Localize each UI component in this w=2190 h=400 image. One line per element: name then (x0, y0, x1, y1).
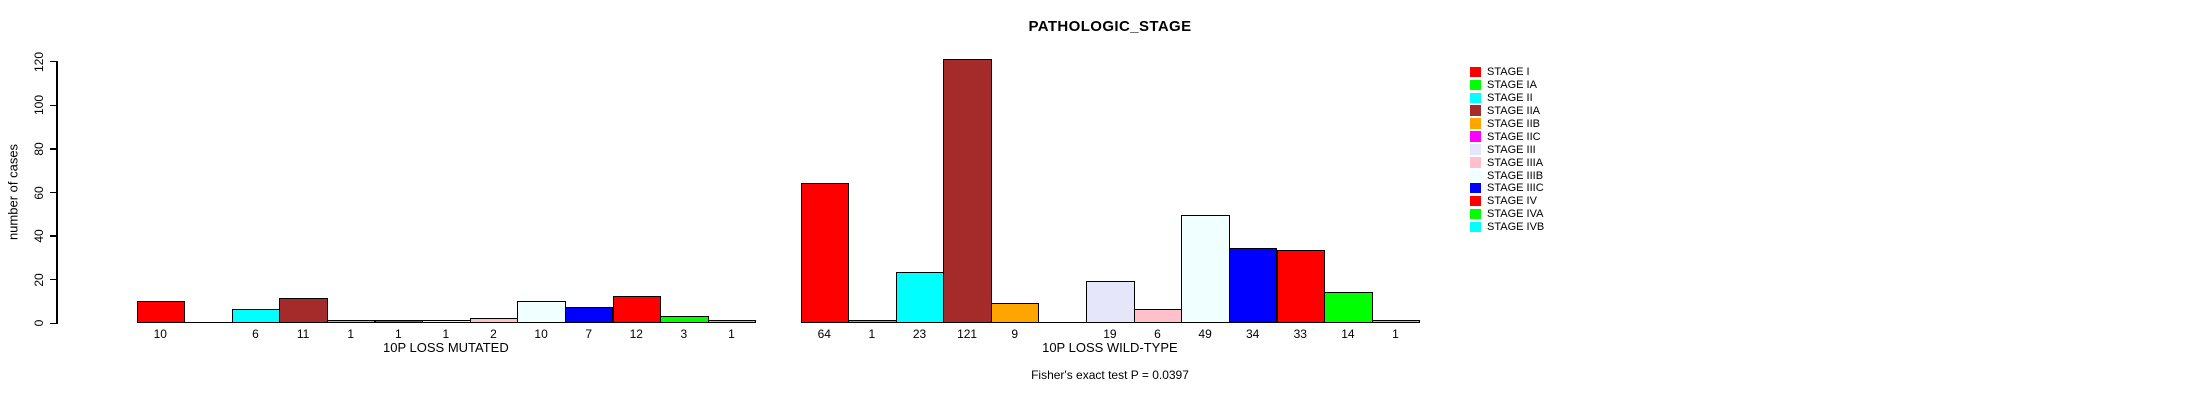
legend-swatch (1470, 221, 1481, 233)
bar (326, 320, 376, 324)
legend-swatch (1470, 66, 1481, 78)
y-tick-label: 0 (32, 319, 46, 327)
bar-value-label: 64 (817, 327, 831, 341)
legend-swatch (1470, 92, 1481, 104)
bar (1228, 248, 1278, 324)
legend-item-label: STAGE IIIB (1487, 169, 1544, 182)
bar-value-label: 1 (442, 327, 450, 341)
bar (1086, 280, 1135, 324)
bar-value-label: 1 (868, 327, 876, 341)
legend-item-label: STAGE IV (1487, 195, 1537, 208)
bar (422, 320, 471, 324)
bar-value-label: 19 (1103, 327, 1117, 341)
bar (1133, 309, 1183, 324)
bar-value-label: 14 (1341, 327, 1355, 341)
y-tick-mark (49, 191, 57, 194)
legend-item-label: STAGE IIA (1487, 104, 1540, 117)
legend-swatch (1470, 79, 1481, 91)
bar (136, 300, 186, 324)
y-tick-mark (49, 60, 57, 63)
legend-item-label: STAGE IIIA (1487, 156, 1544, 169)
group-axis-label: 10P LOSS MUTATED (383, 340, 509, 355)
bar-value-label: 1 (394, 327, 402, 341)
legend-swatch (1470, 131, 1481, 142)
legend-swatch (1470, 157, 1481, 168)
y-axis-line (56, 61, 58, 324)
bar-value-label: 34 (1246, 327, 1260, 341)
bar-value-label: 7 (585, 327, 593, 341)
bar-value-label: 10 (153, 327, 167, 341)
legend-swatch (1470, 118, 1481, 129)
legend-item-label: STAGE IIC (1487, 130, 1541, 143)
bar-value-label: 6 (252, 327, 259, 341)
y-tick-label: 60 (32, 185, 46, 200)
bar-value-label: 9 (1011, 327, 1019, 341)
bar (848, 320, 897, 324)
bar (469, 317, 519, 324)
bar (895, 272, 945, 324)
bar (1181, 215, 1230, 324)
bar-value-label: 6 (1154, 327, 1161, 341)
bar-value-label: 3 (680, 327, 688, 341)
bar-value-label: 1 (1392, 327, 1399, 341)
y-tick-label: 120 (32, 51, 46, 72)
group-axis-label: 10P LOSS WILD-TYPE (1042, 340, 1178, 355)
y-tick-label: 40 (32, 229, 46, 243)
bar-value-label: 23 (912, 327, 927, 341)
chart-title: PATHOLOGIC_STAGE (1028, 18, 1192, 35)
legend-swatch (1470, 105, 1481, 116)
y-tick-mark (49, 235, 57, 237)
bar (660, 315, 709, 324)
bar (1324, 291, 1373, 324)
legend-item-label: STAGE II (1487, 92, 1533, 105)
legend-swatch (1470, 208, 1481, 220)
bar (612, 296, 662, 324)
y-tick-mark (49, 148, 57, 150)
bar-value-label: 33 (1293, 327, 1307, 341)
bar-value-label: 10 (534, 327, 548, 341)
legend-swatch (1470, 195, 1481, 207)
fisher-test-annotation: Fisher's exact test P = 0.0397 (1031, 368, 1189, 382)
legend-swatch (1470, 144, 1481, 155)
y-tick-label: 100 (32, 95, 46, 116)
bar-value-label: 121 (957, 327, 978, 341)
legend-item-label: STAGE III (1487, 143, 1536, 156)
y-tick-label: 80 (32, 142, 46, 156)
legend-item-label: STAGE I (1487, 66, 1530, 79)
bar (990, 302, 1040, 324)
y-tick-mark (49, 322, 57, 325)
bar (517, 300, 566, 324)
bar (707, 320, 757, 324)
y-axis-title: number of cases (5, 143, 21, 241)
bar (374, 320, 424, 324)
zero-value-bar (1038, 321, 1088, 324)
zero-value-bar (184, 321, 233, 324)
bar-value-label: 1 (728, 327, 735, 341)
bar (800, 182, 850, 324)
bar (231, 309, 281, 324)
bar (943, 58, 992, 324)
legend-item-label: STAGE IIB (1487, 117, 1540, 130)
legend-swatch (1470, 170, 1481, 181)
bar (279, 298, 328, 324)
legend-item-label: STAGE IVA (1487, 208, 1544, 221)
bar-value-label: 1 (347, 327, 355, 341)
y-tick-label: 20 (32, 273, 46, 287)
legend-item-label: STAGE IVB (1487, 221, 1545, 234)
legend-swatch (1470, 182, 1481, 194)
y-tick-mark (49, 278, 57, 281)
legend-item-label: STAGE IA (1487, 79, 1537, 92)
bar (1276, 250, 1326, 324)
bar-value-label: 2 (490, 327, 497, 341)
bar-value-label: 12 (629, 327, 643, 341)
bar-value-label: 11 (296, 327, 310, 341)
bar (1371, 320, 1421, 324)
legend-item-label: STAGE IIIC (1487, 182, 1544, 195)
y-tick-mark (49, 104, 57, 107)
bar-value-label: 49 (1198, 327, 1212, 341)
bar (564, 307, 614, 324)
